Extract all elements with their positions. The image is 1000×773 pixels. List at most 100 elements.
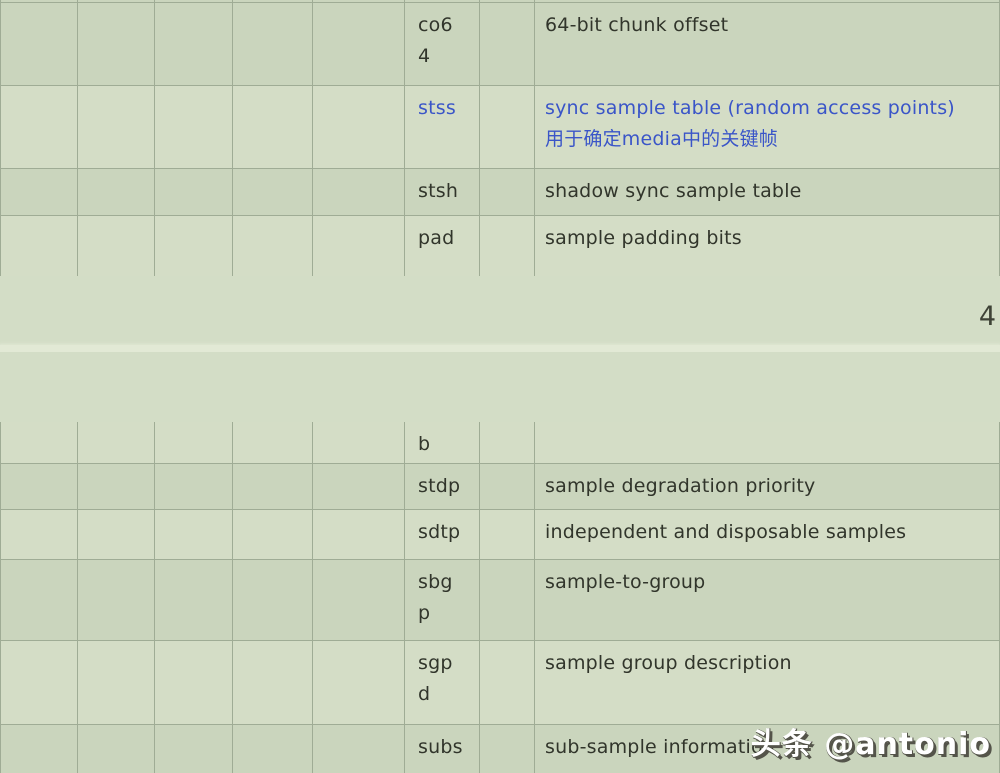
empty-cell	[155, 169, 233, 215]
box-description-cell: independent and disposable samples	[535, 510, 1000, 559]
empty-cell	[155, 86, 233, 168]
box-name-cell: sgp d	[405, 641, 480, 724]
empty-cell	[480, 169, 535, 215]
table-row-stdp: stdp sample degradation priority	[0, 464, 1000, 510]
empty-cell	[233, 3, 313, 85]
table-row-pad: pad sample padding bits	[0, 216, 1000, 276]
empty-cell	[78, 560, 155, 640]
empty-cell	[78, 3, 155, 85]
table-row-stsh: stsh shadow sync sample table	[0, 169, 1000, 216]
table-row-sdtp: sdtp independent and disposable samples	[0, 510, 1000, 560]
empty-cell	[480, 560, 535, 640]
empty-cell	[155, 216, 233, 276]
box-description-cell: sample group description	[535, 641, 1000, 724]
empty-cell	[313, 560, 405, 640]
table-row-co64: co6 4 64-bit chunk offset	[0, 3, 1000, 86]
box-name-cell: stdp	[405, 464, 480, 509]
empty-cell	[0, 464, 78, 509]
empty-cell	[78, 725, 155, 773]
table-row-sbgp: sbg p sample-to-group	[0, 560, 1000, 641]
box-name-link[interactable]: stss	[405, 86, 480, 168]
box-name-cell: pad	[405, 216, 480, 276]
empty-cell	[233, 510, 313, 559]
page-5-section: b stdp sample degradation priority	[0, 352, 1000, 773]
empty-cell	[78, 641, 155, 724]
empty-cell	[155, 0, 233, 2]
empty-cell	[313, 641, 405, 724]
box-description-cell: sample degradation priority	[535, 464, 1000, 509]
empty-cell	[0, 169, 78, 215]
empty-cell	[313, 422, 405, 463]
empty-cell	[313, 3, 405, 85]
watermark: 头条 @antonio	[750, 727, 991, 762]
empty-cell	[0, 0, 78, 2]
empty-cell	[233, 560, 313, 640]
empty-cell	[313, 725, 405, 773]
empty-cell	[78, 464, 155, 509]
empty-cell	[480, 216, 535, 276]
empty-cell	[233, 216, 313, 276]
box-description-cell: sub-sample information	[535, 725, 1000, 773]
empty-cell	[480, 0, 535, 2]
empty-cell	[313, 0, 405, 2]
empty-cell	[535, 0, 1000, 2]
empty-cell	[233, 725, 313, 773]
empty-cell	[0, 641, 78, 724]
empty-cell	[155, 510, 233, 559]
page-4-section: co6 4 64-bit chunk offset stss sync samp…	[0, 0, 1000, 345]
empty-cell	[405, 0, 480, 2]
empty-cell	[155, 422, 233, 463]
page-number: 4	[978, 301, 996, 332]
box-name-cell: b	[405, 422, 480, 463]
empty-cell	[480, 641, 535, 724]
empty-cell	[0, 510, 78, 559]
empty-cell	[480, 725, 535, 773]
empty-cell	[155, 3, 233, 85]
empty-cell	[233, 464, 313, 509]
empty-cell	[313, 510, 405, 559]
empty-cell	[155, 641, 233, 724]
empty-cell	[233, 86, 313, 168]
box-table-top: co6 4 64-bit chunk offset stss sync samp…	[0, 0, 1000, 276]
empty-cell	[78, 86, 155, 168]
empty-cell	[0, 3, 78, 85]
empty-cell	[233, 0, 313, 2]
empty-cell	[233, 169, 313, 215]
empty-cell	[313, 464, 405, 509]
box-description-cell: sample-to-group	[535, 560, 1000, 640]
table-row-sgpd: sgp d sample group description	[0, 641, 1000, 725]
empty-cell	[480, 86, 535, 168]
box-description-cell: 64-bit chunk offset	[535, 3, 1000, 85]
empty-cell	[78, 216, 155, 276]
empty-cell	[78, 510, 155, 559]
box-name-cell: sdtp	[405, 510, 480, 559]
box-name-cell: stsh	[405, 169, 480, 215]
empty-cell	[313, 86, 405, 168]
box-name-cell: co6 4	[405, 3, 480, 85]
empty-cell	[313, 169, 405, 215]
empty-cell	[78, 0, 155, 2]
empty-cell	[313, 216, 405, 276]
empty-cell	[480, 3, 535, 85]
empty-cell	[0, 216, 78, 276]
empty-cell	[0, 86, 78, 168]
empty-cell	[480, 510, 535, 559]
empty-cell	[0, 560, 78, 640]
empty-cell	[480, 422, 535, 463]
empty-cell	[155, 464, 233, 509]
box-name-cell: subs	[405, 725, 480, 773]
empty-cell	[78, 422, 155, 463]
empty-cell	[155, 560, 233, 640]
box-description-cell: shadow sync sample table	[535, 169, 1000, 215]
empty-cell	[0, 725, 78, 773]
table-row-stss: stss sync sample table (random access po…	[0, 86, 1000, 169]
empty-cell	[155, 725, 233, 773]
box-table-bottom: b stdp sample degradation priority	[0, 422, 1000, 773]
table-row-subs: subs sub-sample information	[0, 725, 1000, 773]
empty-cell	[480, 464, 535, 509]
empty-cell	[78, 169, 155, 215]
box-name-cell: sbg p	[405, 560, 480, 640]
page-break-gap	[0, 345, 1000, 352]
box-description-link[interactable]: sync sample table (random access points)…	[535, 86, 1000, 168]
